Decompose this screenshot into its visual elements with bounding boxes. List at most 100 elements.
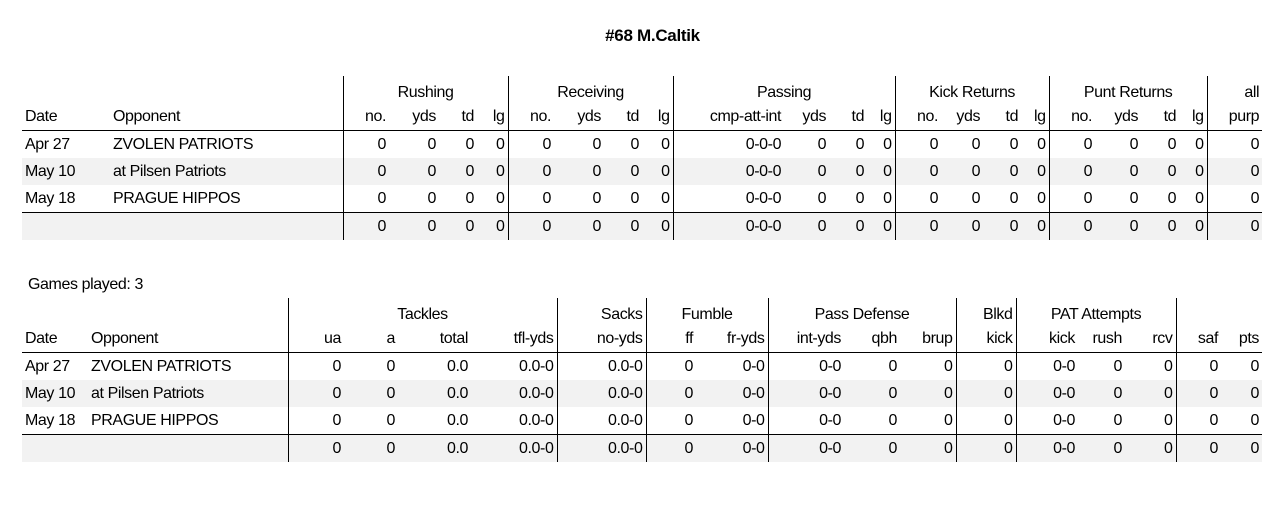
cell: 0	[867, 212, 896, 240]
stat-cell: 0.0	[446, 357, 468, 375]
stat-cell: 0	[900, 380, 957, 407]
column-header: td	[829, 103, 868, 131]
stat-cell: 0.0-0	[557, 380, 647, 407]
cell: 0	[1207, 212, 1263, 240]
stat-cell: 0	[684, 411, 694, 429]
cell	[88, 434, 289, 462]
cell: 0	[941, 212, 984, 240]
column-header: rush	[1078, 325, 1126, 353]
stat-cell: 0	[1078, 380, 1126, 407]
cell: 0	[554, 212, 605, 240]
cell: 0-0-0	[673, 212, 785, 240]
stat-cell: 0	[888, 357, 898, 375]
cell: 0.0-0	[557, 434, 647, 462]
column-header: yds	[554, 103, 605, 131]
stat-cell: 0	[642, 158, 674, 185]
stat-cell: 0	[844, 380, 901, 407]
stat-cell: 0-0	[819, 411, 842, 429]
cell: 0	[829, 212, 868, 240]
table-row: May 10 at Pilsen Patriots 0 0 0.0 0.0-0 0.0-0 0…	[22, 380, 1263, 407]
table-row: Apr 27 ZVOLEN PATRIOTS 0 0 0.0 0.0-0 0.0-0 0 0-0…	[22, 352, 1262, 380]
table-row: Apr 27 ZVOLEN PATRIOTS 0 0 0 0 0 0 0 0 0-0-0 0 0 0 0 0 0…	[22, 130, 1262, 158]
stat-cell: 0	[817, 189, 827, 207]
stat-cell: 0	[542, 135, 552, 153]
stat-cell: 0.0	[446, 411, 468, 429]
date-cell: May 10	[22, 158, 110, 185]
offense-body: Apr 27 ZVOLEN PATRIOTS 0 0 0 0 0 0 0 0 0-0-0 0 0 0 0 0 0…	[22, 130, 1263, 213]
stat-cell: 0-0-0	[745, 189, 782, 207]
column-header: yds	[389, 103, 439, 131]
stat-cell: 0	[1176, 380, 1222, 407]
stat-cell: 0	[386, 357, 396, 375]
stat-cell: 0-0	[1016, 380, 1079, 407]
stat-cell: 0	[1083, 189, 1093, 207]
date-cell: May 18	[25, 189, 76, 207]
column-header: purp	[1207, 103, 1263, 131]
cell: 0	[508, 212, 555, 240]
stat-cell: 0	[1221, 380, 1263, 407]
opponent-cell: PRAGUE HIPPOS	[110, 185, 344, 213]
stat-cell: 0	[389, 158, 439, 185]
stat-cell: 0	[1129, 189, 1139, 207]
group-all: all	[1244, 84, 1260, 101]
group-pat-attempts: PAT Attempts	[1016, 298, 1177, 325]
date-cell: Apr 27	[25, 135, 70, 153]
stat-cell: 0	[929, 135, 939, 153]
stat-cell: 0-0	[696, 380, 769, 407]
stat-cell: 0.0	[398, 380, 471, 407]
stat-cell: 0-0	[819, 357, 842, 375]
cell	[110, 212, 344, 240]
page-title: #68 M.Caltik	[605, 26, 700, 45]
stat-cell: 0	[477, 185, 509, 213]
stat-cell: 0	[630, 189, 640, 207]
column-header: pts	[1221, 325, 1263, 353]
cell: 0	[900, 434, 957, 462]
stat-cell: 0	[971, 135, 981, 153]
stat-cell: 0	[604, 158, 643, 185]
group-header-row: Rushing Receiving Passing Kick Returns P…	[22, 76, 1262, 103]
date-cell: May 18	[25, 411, 76, 429]
stat-cell: 0	[1209, 357, 1219, 375]
stat-cell: 0	[1021, 130, 1050, 158]
group-pass-defense: Pass Defense	[768, 298, 957, 325]
column-header: yds	[941, 103, 984, 131]
stat-cell: 0	[477, 130, 509, 158]
table-row: May 18 PRAGUE HIPPOS 0 0 0 0 0 0 0 0 0-0-0 0 0 0 0 0 0 0 0…	[22, 185, 1262, 213]
stat-cell: 0	[554, 158, 605, 185]
stat-cell: 0.0-0	[471, 380, 558, 407]
column-header: td	[983, 103, 1022, 131]
stat-cell: 0	[1129, 135, 1139, 153]
stat-cell: 0	[1207, 158, 1263, 185]
column-header: saf	[1176, 325, 1222, 353]
defense-body: Apr 27 ZVOLEN PATRIOTS 0 0 0.0 0.0-0 0.0-0 0 0-0…	[22, 352, 1263, 435]
stat-cell: 0	[332, 357, 342, 375]
cell: 0	[1221, 434, 1263, 462]
column-header: rcv	[1125, 325, 1177, 353]
stat-cell: 0	[829, 158, 868, 185]
stat-cell: 0	[1209, 411, 1219, 429]
column-header: cmp-att-int	[673, 103, 785, 131]
group-fumble: Fumble	[646, 298, 769, 325]
stat-cell: 0	[1009, 135, 1019, 153]
table-row: May 10 at Pilsen Patriots 0 0 0 0 0 0 0 0 0-0-0 0 0 0…	[22, 158, 1263, 185]
date-cell: Apr 27	[25, 357, 70, 375]
cell: 0	[895, 212, 942, 240]
stat-cell: 0	[895, 158, 942, 185]
games-played: Games played: 3	[28, 276, 143, 293]
cell	[22, 434, 88, 462]
group-rushing: Rushing	[343, 76, 509, 103]
stat-cell: 0	[1049, 158, 1096, 185]
cell: 0-0	[1016, 434, 1079, 462]
column-header: Date	[22, 325, 88, 353]
stat-cell: 0	[1250, 357, 1260, 375]
column-header: a	[344, 325, 398, 353]
stat-cell: 0	[888, 411, 898, 429]
stat-cell: 0	[542, 189, 552, 207]
stat-cell: 0	[855, 135, 865, 153]
stat-cell: 0	[1250, 411, 1260, 429]
column-header: ua	[288, 325, 344, 353]
stat-cell: 0	[867, 130, 896, 158]
stat-cell: 0	[288, 380, 344, 407]
stat-cell: 0	[642, 130, 674, 158]
column-header-row: Date Opponent ua a total tfl-yds no-yds …	[22, 325, 1263, 353]
